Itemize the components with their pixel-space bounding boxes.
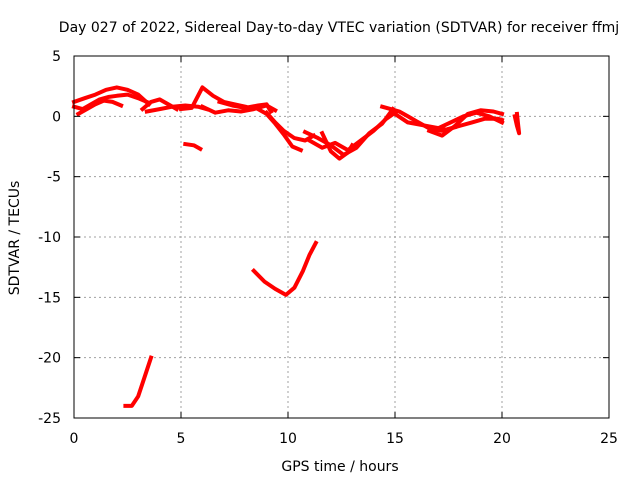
x-tick-label: 5 xyxy=(177,431,186,447)
series-sat-track-19 xyxy=(512,111,522,136)
x-tick-label: 10 xyxy=(279,431,297,447)
series-sat-track-2 xyxy=(71,92,150,112)
grid-lines xyxy=(74,56,609,418)
series-sat-track-14 xyxy=(319,130,355,161)
series-sat-track-5 xyxy=(144,103,210,114)
series-sat-track-21 xyxy=(123,355,154,408)
tick-labels: 0 5 10 15 20 25 5 0 -5 -10 -15 -20 -25 xyxy=(38,49,618,447)
x-tick-label: 0 xyxy=(70,431,79,447)
series-sat-track-18 xyxy=(435,110,505,132)
y-tick-label: -10 xyxy=(38,230,61,246)
x-tick-label: 15 xyxy=(386,431,404,447)
series-sat-track-11 xyxy=(263,109,317,143)
series-sat-track-7 xyxy=(183,141,204,152)
y-tick-label: 5 xyxy=(52,49,61,65)
y-tick-label: -5 xyxy=(47,170,61,186)
y-tick-label: -25 xyxy=(38,411,61,427)
data-series xyxy=(71,85,522,408)
series-sat-track-9 xyxy=(217,99,274,115)
series-sat-track-1 xyxy=(71,85,152,108)
series-sat-track-10 xyxy=(255,106,304,153)
x-tick-label: 25 xyxy=(600,431,618,447)
y-tick-label: -20 xyxy=(38,351,61,367)
y-axis-label: SDTVAR / TECUs xyxy=(7,181,23,296)
plot-frame xyxy=(73,55,610,419)
x-tick-label: 20 xyxy=(493,431,511,447)
chart-title: Day 027 of 2022, Sidereal Day-to-day VTE… xyxy=(59,20,619,36)
series-sat-track-20 xyxy=(250,240,319,297)
series-sat-track-3 xyxy=(75,98,124,117)
x-axis-label: GPS time / hours xyxy=(281,459,398,475)
y-tick-label: -15 xyxy=(38,290,61,306)
y-tick-label: 0 xyxy=(52,109,61,125)
